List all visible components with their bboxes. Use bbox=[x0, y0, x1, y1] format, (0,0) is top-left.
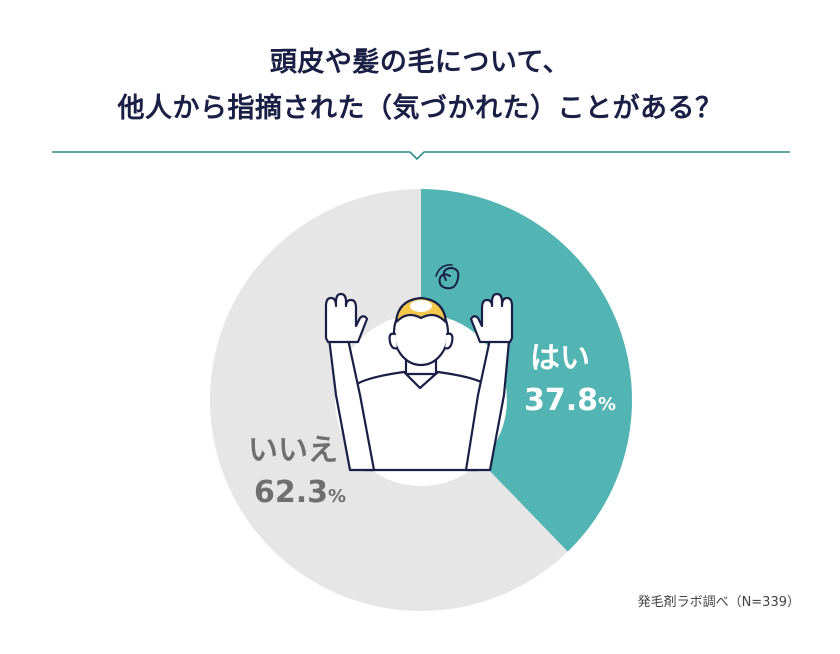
label-yes-value: 37.8% bbox=[524, 383, 616, 418]
chart-title-line-1: 頭皮や髪の毛について、 bbox=[269, 47, 571, 78]
title-divider bbox=[52, 151, 790, 161]
label-no-name: いいえ bbox=[248, 433, 338, 468]
slice-yes bbox=[421, 189, 633, 552]
label-yes-number: 37.8 bbox=[524, 383, 598, 418]
label-yes-name: はい bbox=[530, 341, 590, 376]
label-no-value: 62.3% bbox=[254, 475, 346, 510]
label-no-unit: % bbox=[328, 486, 346, 507]
label-no-number: 62.3 bbox=[254, 475, 328, 510]
person-illustration-icon bbox=[324, 264, 514, 472]
label-yes-unit: % bbox=[598, 394, 616, 415]
source-note: 発毛剤ラボ調べ（N=339） bbox=[637, 595, 800, 610]
chart-title-line-2: 他人から指摘された（気づかれた）ことがある？ bbox=[117, 93, 723, 124]
